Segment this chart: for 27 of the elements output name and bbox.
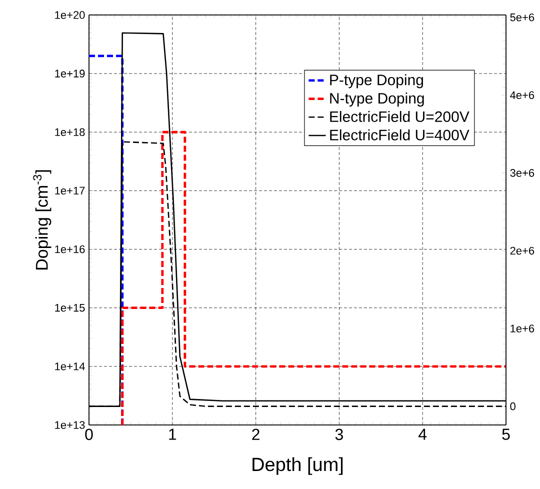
- legend-label: ElectricField U=200V: [330, 110, 470, 122]
- y-tick-label: 1e+15: [55, 304, 85, 312]
- y2-tick-label: 1e+6: [510, 324, 534, 332]
- line-series: [121, 130, 506, 425]
- y2-tick-label: 4e+6: [510, 91, 534, 100]
- y-tick-label: 1e+16: [55, 245, 85, 254]
- x-tick-label: 1: [169, 428, 176, 440]
- y2-tick-label: 0: [510, 402, 516, 410]
- y2-tick-label: 5e+6: [510, 13, 534, 22]
- x-tick-label: 4: [418, 428, 427, 440]
- x-tick-label: 5: [502, 428, 510, 440]
- x-axis-title: Depth [um]: [252, 457, 343, 475]
- y-tick-label: 1e+20: [55, 11, 85, 19]
- y2-tick-label: 2e+6: [510, 246, 534, 255]
- x-tick-label: 3: [335, 428, 343, 440]
- y-axis-title: Doping [cm$^{-3}$]: [33, 170, 52, 270]
- legend-label: P-type Doping: [330, 74, 424, 88]
- y-tick-label: 1e+18: [55, 128, 85, 136]
- y-tick-label: 1e+13: [55, 421, 85, 429]
- y-tick-label: 1e+19: [55, 70, 85, 78]
- y2-tick-label: 3e+6: [510, 169, 534, 177]
- x-tick-label: 2: [252, 428, 260, 440]
- y-tick-label: 1e+17: [55, 186, 85, 195]
- legend-label: N-type Doping: [330, 92, 424, 107]
- legend-label: ElectricField U=400V: [330, 129, 470, 140]
- y-tick-label: 1e+14: [55, 362, 85, 370]
- x-tick-label: 0: [85, 428, 93, 440]
